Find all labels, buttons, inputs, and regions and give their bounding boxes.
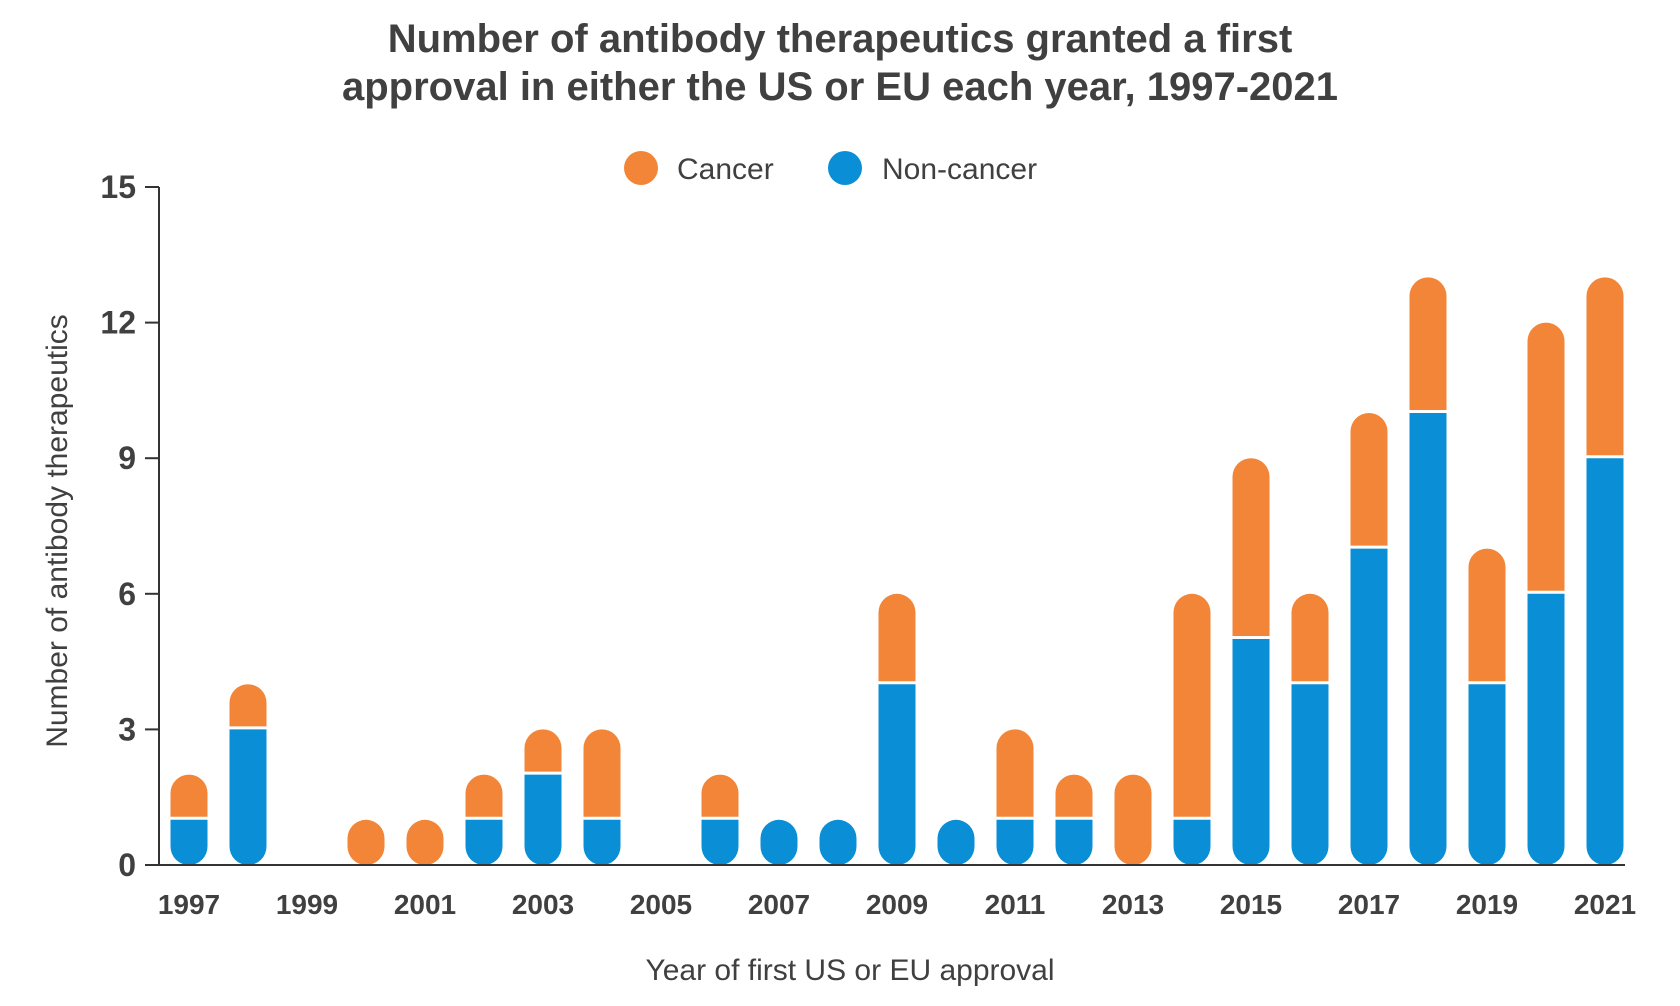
bar-cancer-2000 (347, 819, 385, 866)
bar-non-cancer-2003 (524, 774, 562, 866)
bar-non-cancer-2006 (701, 819, 739, 866)
bar-cancer-1998 (229, 684, 267, 727)
y-tick-label-3: 3 (118, 711, 136, 747)
bar-non-cancer-2002 (465, 819, 503, 866)
x-tick-label-2019: 2019 (1456, 889, 1518, 920)
bar-non-cancer-1998 (229, 729, 267, 866)
y-tick-label-6: 6 (118, 576, 136, 612)
bar-non-cancer-2021 (1586, 458, 1624, 866)
x-axis-label: Year of first US or EU approval (645, 954, 1054, 987)
bar-cancer-2016 (1291, 593, 1329, 682)
legend-label-non-cancer: Non-cancer (882, 153, 1037, 186)
x-tick-label-2013: 2013 (1102, 889, 1164, 920)
bar-cancer-2020 (1527, 322, 1565, 591)
bar-cancer-2013 (1114, 774, 1152, 866)
bar-cancer-2004 (583, 729, 621, 817)
y-tick-label-12: 12 (100, 305, 136, 341)
chart-title-line-2: approval in either the US or EU each yea… (342, 65, 1338, 109)
x-tick-label-2017: 2017 (1338, 889, 1400, 920)
bar-non-cancer-2019 (1468, 684, 1506, 866)
x-tick-label-1999: 1999 (276, 889, 338, 920)
bar-non-cancer-2014 (1173, 819, 1211, 866)
bar-cancer-1997 (170, 774, 208, 817)
bar-non-cancer-1997 (170, 819, 208, 866)
y-tick-label-15: 15 (100, 169, 136, 205)
bar-non-cancer-2020 (1527, 593, 1565, 866)
bar-non-cancer-2010 (937, 819, 975, 866)
bar-non-cancer-2017 (1350, 548, 1388, 866)
x-tick-label-2011: 2011 (985, 889, 1046, 920)
bar-cancer-2001 (406, 819, 444, 866)
bar-non-cancer-2008 (819, 819, 857, 866)
bar-non-cancer-2016 (1291, 684, 1329, 866)
chart-title-line-1: Number of antibody therapeutics granted … (388, 17, 1293, 61)
x-tick-label-2003: 2003 (512, 889, 574, 920)
legend: Cancer Non-cancer (624, 151, 1037, 186)
bar-cancer-2009 (878, 593, 916, 682)
x-tick-label-2001: 2001 (394, 889, 456, 920)
bar-non-cancer-2015 (1232, 639, 1270, 866)
legend-label-cancer: Cancer (677, 153, 774, 186)
bar-cancer-2011 (996, 729, 1034, 817)
bar-cancer-2021 (1586, 277, 1624, 456)
bar-cancer-2014 (1173, 593, 1211, 817)
bar-cancer-2015 (1232, 458, 1270, 636)
bar-non-cancer-2011 (996, 819, 1034, 866)
chart-marks: 0 3 6 9 12 15 1997 1999 2001 2003 2005 2007 2009 2011… (100, 169, 1636, 920)
bar-non-cancer-2004 (583, 819, 621, 866)
x-tick-label-1997: 1997 (158, 889, 220, 920)
bar-cancer-2002 (465, 774, 503, 817)
bar-cancer-2006 (701, 774, 739, 817)
bar-non-cancer-2012 (1055, 819, 1093, 866)
bar-cancer-2019 (1468, 548, 1506, 682)
legend-swatch-cancer (624, 151, 658, 185)
bar-non-cancer-2007 (760, 819, 798, 866)
bar-non-cancer-2009 (878, 684, 916, 866)
legend-swatch-non-cancer (828, 151, 862, 185)
bar-cancer-2017 (1350, 413, 1388, 546)
x-tick-label-2009: 2009 (866, 889, 928, 920)
x-tick-label-2005: 2005 (630, 889, 692, 920)
x-tick-label-2021: 2021 (1574, 889, 1636, 920)
bar-non-cancer-2018 (1409, 413, 1447, 866)
x-tick-label-2015: 2015 (1220, 889, 1282, 920)
bar-cancer-2012 (1055, 774, 1093, 817)
y-axis-label: Number of antibody therapeutics (41, 314, 74, 748)
y-tick-label-0: 0 (118, 847, 136, 883)
x-tick-label-2007: 2007 (748, 889, 810, 920)
bar-cancer-2003 (524, 729, 562, 772)
y-tick-label-9: 9 (118, 440, 136, 476)
bar-cancer-2018 (1409, 277, 1447, 410)
